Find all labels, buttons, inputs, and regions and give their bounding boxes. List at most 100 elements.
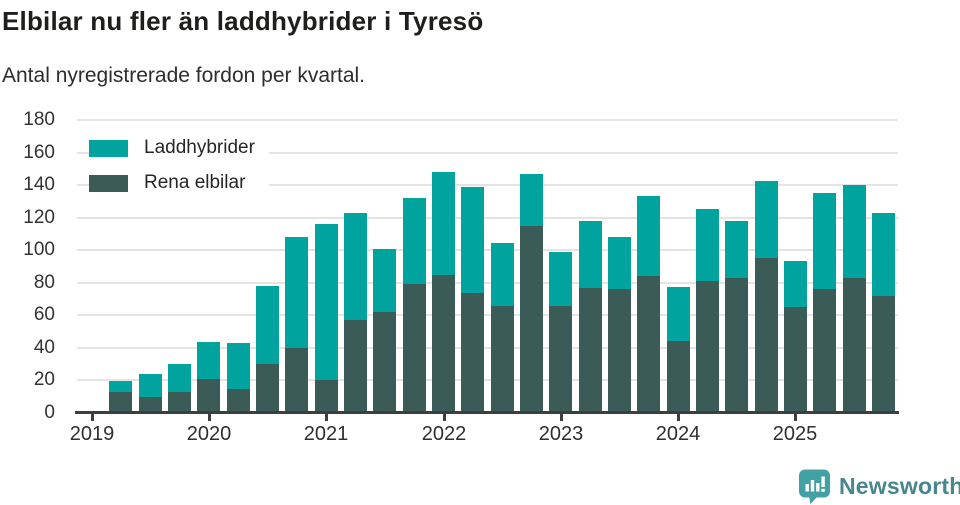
bar-laddhybrider-2024-Q1: [667, 287, 690, 341]
legend-swatch-laddhybrider: [89, 139, 128, 157]
bar-rena-elbilar-2025-Q4: [872, 296, 895, 413]
bar-laddhybrider-2022-Q3: [491, 243, 514, 306]
chart-subtitle: Antal nyregistrerade fordon per kvartal.: [2, 64, 366, 87]
bar-laddhybrider-2020-Q3: [256, 286, 279, 364]
bar-laddhybrider-2025-Q3: [843, 185, 866, 278]
x-axis-tick-2023: [560, 413, 563, 421]
legend: Laddhybrider Rena elbilar: [89, 137, 269, 207]
gridline-y160: [77, 151, 898, 154]
bar-laddhybrider-2024-Q4: [755, 181, 778, 258]
y-axis-tick-label: 40: [33, 336, 55, 358]
bar-rena-elbilar-2019-Q4: [168, 392, 191, 413]
bar-laddhybrider-2025-Q2: [813, 193, 836, 289]
gridline-y80: [77, 281, 898, 284]
chart-title: Elbilar nu fler än laddhybrider i Tyresö: [2, 6, 484, 36]
bar-laddhybrider-2020-Q2: [227, 343, 250, 389]
gridline-y180: [77, 119, 898, 121]
bar-rena-elbilar-2019-Q2: [109, 392, 132, 413]
newsworthy-logo-icon: [799, 469, 830, 504]
legend-item-rena-elbilar: Rena elbilar: [89, 172, 269, 194]
bar-rena-elbilar-2024-Q1: [667, 341, 690, 413]
legend-label-laddhybrider: Laddhybrider: [144, 137, 255, 158]
x-axis-year-label: 2022: [421, 423, 467, 445]
gridline-y140: [77, 184, 898, 187]
x-axis-tick-2025: [794, 413, 797, 421]
x-axis-year-label: 2019: [69, 423, 115, 445]
bar-rena-elbilar-2021-Q3: [373, 312, 396, 413]
bar-laddhybrider-2023-Q1: [549, 252, 572, 306]
bar-laddhybrider-2021-Q3: [373, 249, 396, 312]
bar-laddhybrider-2023-Q4: [637, 196, 660, 276]
y-axis-tick-label: 100: [23, 239, 55, 261]
gridline-y60: [77, 314, 898, 317]
legend-label-rena-elbilar: Rena elbilar: [144, 172, 246, 193]
bar-laddhybrider-2022-Q2: [461, 187, 484, 293]
bar-rena-elbilar-2019-Q3: [139, 397, 162, 413]
y-axis-tick-label: 60: [33, 304, 55, 326]
x-axis-year-label: 2020: [186, 423, 232, 445]
bar-laddhybrider-2021-Q4: [403, 198, 426, 284]
bar-rena-elbilar-2023-Q4: [637, 276, 660, 413]
x-axis-tick-2024: [677, 413, 680, 421]
bar-laddhybrider-2022-Q1: [432, 172, 455, 275]
bar-rena-elbilar-2024-Q4: [755, 258, 778, 413]
x-axis-year-label: 2021: [303, 423, 349, 445]
y-axis-tick-label: 180: [23, 109, 55, 130]
x-axis-tick-2022: [443, 413, 446, 421]
x-axis-tick-2019: [91, 413, 94, 421]
bar-laddhybrider-2025-Q1: [784, 261, 807, 307]
bar-laddhybrider-2019-Q4: [168, 364, 191, 392]
y-axis-tick-label: 80: [33, 271, 55, 293]
bar-laddhybrider-2020-Q1: [197, 342, 220, 379]
bar-rena-elbilar-2021-Q4: [403, 284, 426, 413]
bar-rena-elbilar-2025-Q2: [813, 289, 836, 413]
bar-laddhybrider-2023-Q3: [608, 237, 631, 289]
bar-laddhybrider-2019-Q2: [109, 381, 132, 392]
bar-rena-elbilar-2021-Q1: [315, 380, 338, 413]
bar-rena-elbilar-2020-Q1: [197, 379, 220, 413]
bar-laddhybrider-2023-Q2: [579, 221, 602, 288]
newsworthy-brand-link[interactable]: Newsworthy: [798, 469, 960, 504]
y-axis-tick-label: 20: [33, 369, 55, 391]
bar-laddhybrider-2022-Q4: [520, 174, 543, 226]
newsworthy-brand-text: Newsworthy: [839, 473, 960, 499]
y-axis-tick-label: 140: [23, 174, 55, 196]
gridline-y120: [77, 216, 898, 219]
bar-laddhybrider-2021-Q2: [344, 213, 367, 320]
gridline-y40: [77, 346, 898, 349]
x-axis-tick-2021: [325, 413, 328, 421]
x-axis-tick-2020: [208, 413, 211, 421]
bar-rena-elbilar-2020-Q2: [227, 389, 250, 413]
bar-rena-elbilar-2025-Q3: [843, 278, 866, 413]
bar-rena-elbilar-2020-Q3: [256, 364, 279, 413]
x-axis-year-label: 2025: [772, 423, 818, 445]
bar-rena-elbilar-2021-Q2: [344, 320, 367, 413]
bar-rena-elbilar-2023-Q1: [549, 306, 572, 413]
bar-laddhybrider-2020-Q4: [285, 237, 308, 348]
bar-rena-elbilar-2024-Q3: [725, 278, 748, 413]
y-axis-tick-label: 0: [44, 402, 55, 423]
x-axis-year-label: 2024: [655, 423, 701, 445]
bar-rena-elbilar-2022-Q4: [520, 226, 543, 413]
bar-rena-elbilar-2022-Q2: [461, 293, 484, 413]
x-axis-year-label: 2023: [538, 423, 584, 445]
bar-rena-elbilar-2023-Q2: [579, 288, 602, 413]
bar-rena-elbilar-2023-Q3: [608, 289, 631, 413]
x-axis-line: [75, 411, 899, 414]
bar-rena-elbilar-2025-Q1: [784, 307, 807, 413]
bar-laddhybrider-2025-Q4: [872, 213, 895, 296]
gridline-y100: [77, 249, 898, 252]
bar-laddhybrider-2024-Q3: [725, 221, 748, 278]
y-axis-tick-label: 160: [23, 141, 55, 163]
legend-item-laddhybrider: Laddhybrider: [89, 137, 269, 159]
gridline-y20: [77, 379, 898, 382]
bar-rena-elbilar-2020-Q4: [285, 348, 308, 413]
bar-laddhybrider-2021-Q1: [315, 224, 338, 380]
bar-rena-elbilar-2024-Q2: [696, 281, 719, 413]
bar-laddhybrider-2019-Q3: [139, 374, 162, 397]
legend-swatch-rena-elbilar: [89, 174, 128, 192]
bar-laddhybrider-2024-Q2: [696, 209, 719, 281]
bar-rena-elbilar-2022-Q1: [432, 275, 455, 413]
